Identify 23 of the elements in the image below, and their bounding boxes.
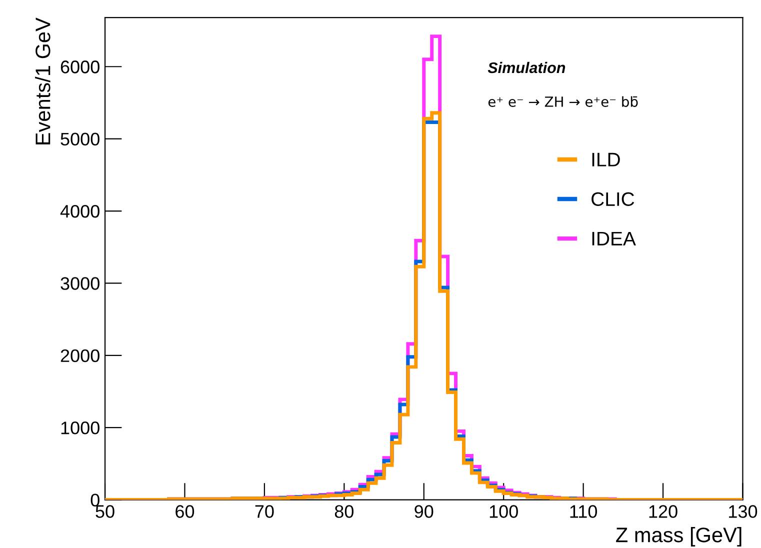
legend-label: IDEA [592, 232, 636, 246]
x-tick-label: 80 [334, 505, 354, 518]
x-axis-title: Z mass [GeV] [616, 527, 742, 546]
y-tick-label: 6000 [60, 60, 100, 74]
y-axis-title: Events/1 GeV [35, 18, 50, 144]
annotation: e⁺ e⁻ → ZH → e⁺e⁻ bb̄ [488, 96, 638, 107]
x-tick-label: 70 [255, 505, 274, 518]
annotation: Simulation [488, 62, 566, 74]
legend-label: ILD [592, 152, 620, 166]
x-tick-label: 50 [96, 505, 114, 518]
x-tick-label: 130 [729, 505, 758, 518]
x-tick-label: 90 [414, 505, 434, 518]
y-tick-label: 3000 [60, 277, 100, 290]
x-tick-label: 110 [570, 505, 597, 518]
x-tick-label: 60 [176, 505, 194, 518]
y-tick-label: 4000 [60, 204, 100, 218]
x-tick-label: 100 [490, 505, 518, 518]
legend-label: CLIC [592, 192, 634, 206]
y-tick-label: 5000 [60, 132, 100, 146]
y-tick-label: 0 [90, 494, 100, 506]
y-tick-label: 1000 [61, 422, 100, 434]
y-tick-label: 2000 [60, 349, 100, 362]
x-tick-label: 120 [649, 505, 678, 518]
